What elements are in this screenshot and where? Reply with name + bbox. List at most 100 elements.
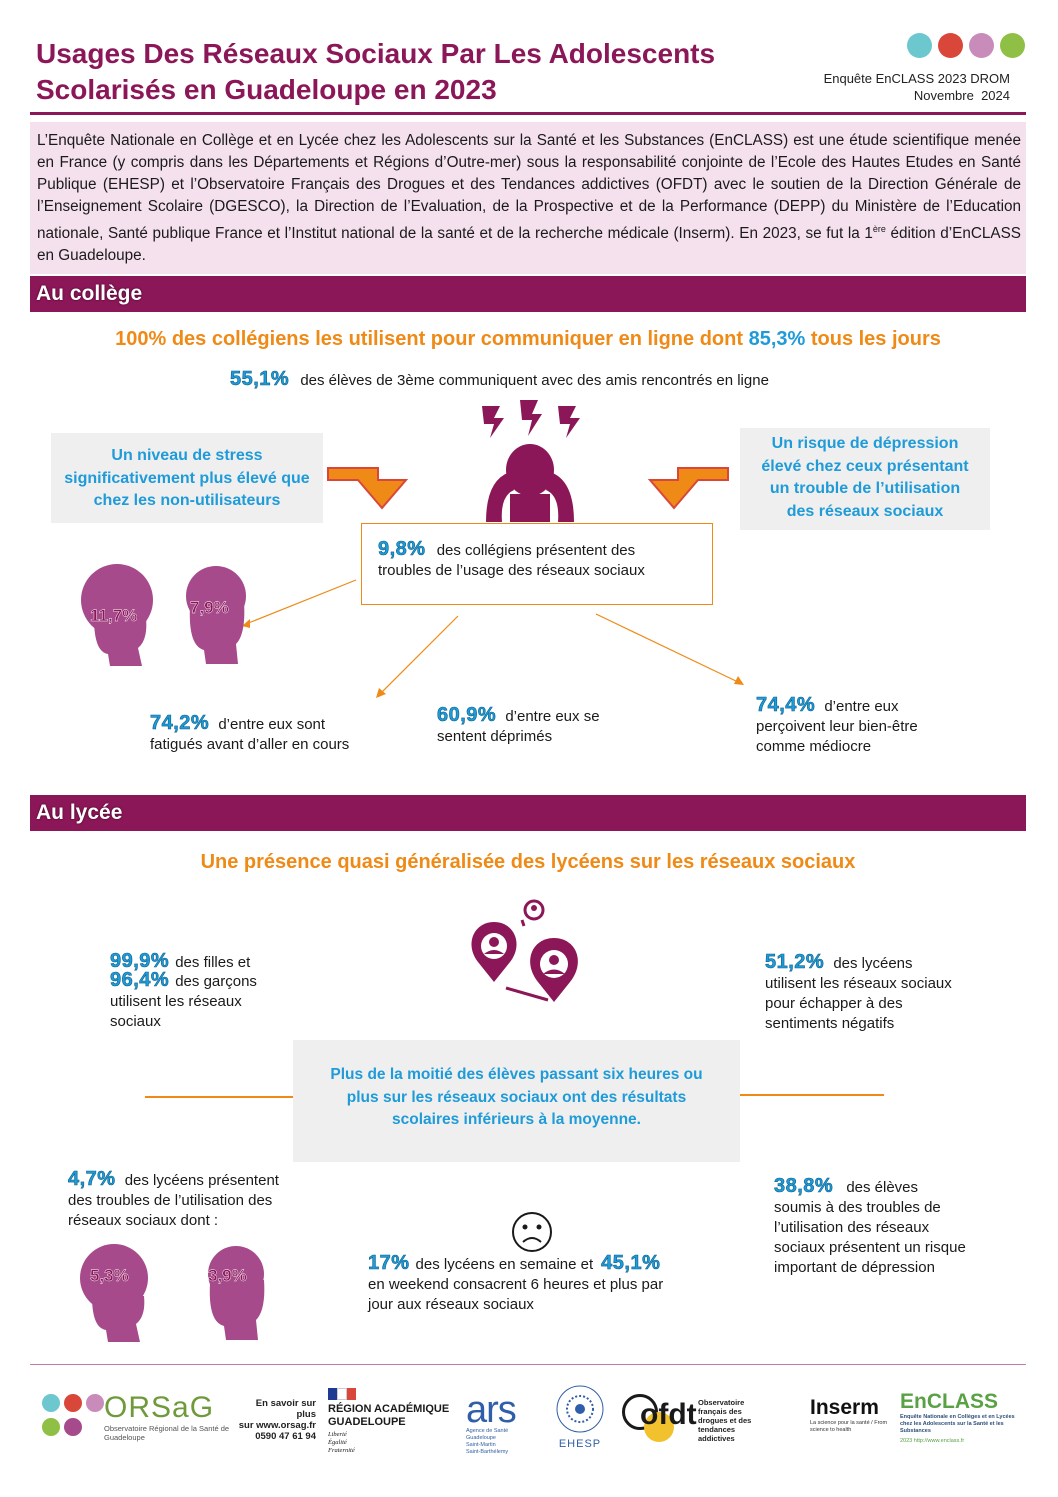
ehesp-name: EHESP xyxy=(558,1438,602,1450)
week-pct: 17% xyxy=(368,1252,410,1275)
risk-text-d: sociaux présentent un risque xyxy=(774,1239,966,1256)
boys-use-pct: 96,4% xyxy=(110,969,170,992)
depressed-text-b: sentent déprimés xyxy=(437,728,553,745)
risk-text-e: important de dépression xyxy=(774,1259,935,1276)
college-girls-pct: 11,7% xyxy=(90,606,138,625)
arrow-left-down-icon xyxy=(647,467,729,510)
trouble-text-a: des collégiens présentent des xyxy=(436,542,636,559)
region-name-b: GUADELOUPE xyxy=(328,1416,406,1428)
wellbeing-pct: 74,4% xyxy=(756,694,816,717)
publication-date: Novembre 2024 xyxy=(913,88,1010,103)
inserm-subtitle: La science pour la santé / From science … xyxy=(810,1420,888,1433)
trouble-box: 9,8% des collégiens présentent des troub… xyxy=(361,523,713,605)
footer-divider xyxy=(30,1364,1026,1365)
ehesp-logo: EHESP xyxy=(550,1384,610,1450)
lycee-boys-pct: 3,9% xyxy=(208,1266,247,1285)
section-bar-lycee: Au lycée xyxy=(30,795,1026,831)
decorative-dots xyxy=(907,33,1025,58)
survey-name: Enquête EnCLASS 2023 DROM xyxy=(823,71,1010,86)
section-bar-college: Au collège xyxy=(30,276,1026,312)
girl-head-icon xyxy=(81,564,153,666)
lycee-headline: Une présence quasi généralisée des lycée… xyxy=(200,851,856,873)
depression-box: Un risque de dépression élevé chez ceux … xyxy=(740,428,990,530)
intro-text-end: édition d’EnCLASS en Guadeloupe. xyxy=(37,225,1021,265)
tired-text-a: d’entre eux sont xyxy=(218,716,326,733)
intro-box: L’Enquête Nationale en Collège et en Lyc… xyxy=(30,122,1026,274)
escape-text-a: des lycéens xyxy=(833,955,913,972)
ofdt-name: ofdt xyxy=(640,1398,697,1431)
escape-text-c: pour échapper à des xyxy=(765,995,903,1012)
depressed-pct: 60,9% xyxy=(437,704,497,727)
use-text-a: utilisent les réseaux xyxy=(110,993,242,1010)
risk-text-c: l’utilisation des réseaux xyxy=(774,1219,930,1236)
stat-tired: 74,2% d’entre eux sont fatigués avant d’… xyxy=(150,712,350,755)
ofdt-subtitle: Observatoire français des drogues et des… xyxy=(698,1398,752,1443)
girls-use-text: des filles et xyxy=(175,954,251,971)
connector-lines xyxy=(242,579,744,698)
stress-box: Un niveau de stress significativement pl… xyxy=(51,433,323,523)
french-flag-icon xyxy=(328,1388,357,1400)
intro-superscript: ère xyxy=(872,224,886,234)
intro-text: L’Enquête Nationale en Collège et en Lyc… xyxy=(37,132,1021,243)
social-network-pins-icon xyxy=(471,899,578,1002)
college-headline-pct: 85,3% xyxy=(748,328,806,350)
enclass-logo: EnCLASS Enquête Nationale en Collèges et… xyxy=(900,1390,1028,1445)
risk-pct: 38,8% xyxy=(774,1175,834,1198)
ehesp-emblem-icon xyxy=(556,1385,604,1433)
motto-fraternite: Fraternité xyxy=(328,1447,355,1454)
stat-depression-risk: 38,8% des élèves soumis à des troubles d… xyxy=(774,1175,966,1278)
inserm-logo: Inserm La science pour la santé / From s… xyxy=(810,1396,900,1434)
more-info-b[interactable]: sur www.orsag.fr xyxy=(238,1420,316,1431)
stat-wellbeing: 74,4% d’entre eux perçoivent leur bien-ê… xyxy=(756,694,918,757)
boys-use-text: des garçons xyxy=(175,973,257,990)
ofdt-logo: ofdt Observatoire français des drogues e… xyxy=(620,1390,760,1446)
use-text-b: sociaux xyxy=(110,1013,161,1030)
trouble-pct: 9,8% xyxy=(378,538,426,561)
tired-pct: 74,2% xyxy=(150,712,210,735)
enclass-year: 2023 http://www.enclass.fr xyxy=(900,1438,965,1444)
stat-escape: 51,2% des lycéens utilisent les réseaux … xyxy=(765,951,952,1034)
college-headline-b: tous les jours xyxy=(805,328,941,350)
girl-head-icon xyxy=(80,1244,148,1342)
region-academique-logo: RÉGION ACADÉMIQUE GUADELOUPE Liberté Éga… xyxy=(328,1388,458,1455)
college-boys-pct: 7,9% xyxy=(190,598,229,617)
lycee-trouble-text-b: des troubles de l’utilisation des xyxy=(68,1192,273,1209)
escape-text-d: sentiments négatifs xyxy=(765,1015,895,1032)
boy-head-icon xyxy=(208,1246,265,1340)
region-name-a: RÉGION ACADÉMIQUE xyxy=(328,1403,450,1415)
risk-text-a: des élèves xyxy=(846,1179,919,1196)
orsag-contact: En savoir sur plus sur www.orsag.fr 0590… xyxy=(236,1398,316,1442)
weekend-text-a: en weekend consacrent 6 heures et plus p… xyxy=(368,1276,664,1293)
stat-screen-time: 17% des lycéens en semaine et 45,1% en wee… xyxy=(368,1252,663,1315)
ars-logo: ars Agence de Santé Guadeloupe Saint-Mar… xyxy=(466,1389,542,1456)
header-divider xyxy=(30,112,1026,115)
ars-name: ars xyxy=(466,1389,517,1431)
lycee-trouble-pct: 4,7% xyxy=(68,1168,116,1191)
stat-online-friends: 55,1% des élèves de 3ème communiquent av… xyxy=(230,368,769,391)
dot-green xyxy=(1000,33,1025,58)
weekend-text-b: jour aux réseaux sociaux xyxy=(368,1296,534,1313)
college-headline: 100% des collégiens les utilisent pour c… xyxy=(30,328,1026,351)
survey-info: Enquête EnCLASS 2023 DROM Novembre 2024 xyxy=(800,70,1010,104)
stat-lycee-trouble: 4,7% des lycéens présentent des troubles… xyxy=(68,1168,279,1231)
motto-liberte: Liberté xyxy=(328,1431,347,1438)
results-box-text: Plus de la moitié des élèves passant six… xyxy=(330,1066,703,1128)
left-orange-line xyxy=(145,1096,293,1098)
wellbeing-text-a: d’entre eux xyxy=(824,698,899,715)
stat-online-text: des élèves de 3ème communiquent avec des… xyxy=(300,372,769,389)
inserm-name: Inserm xyxy=(810,1396,879,1419)
boy-head-icon xyxy=(186,566,246,664)
ars-subtitle: Agence de Santé Guadeloupe Saint-Martin … xyxy=(466,1428,509,1455)
right-orange-line xyxy=(740,1094,884,1096)
dot-teal xyxy=(907,33,932,58)
orsag-logo: ORSaG Observatoire Régional de la Santé … xyxy=(104,1391,234,1443)
stat-use-gender: 99,9% des filles et 96,4% des garçons util… xyxy=(110,950,257,1032)
escape-text-b: utilisent les réseaux sociaux xyxy=(765,975,952,992)
tired-text-b: fatigués avant d’aller en cours xyxy=(150,736,350,753)
wellbeing-text-b: perçoivent leur bien-être xyxy=(756,718,918,735)
lycee-trouble-text-c: réseaux sociaux dont : xyxy=(68,1212,219,1229)
orsag-name: ORSaG xyxy=(104,1391,215,1424)
dot-pink xyxy=(969,33,994,58)
more-info-a: En savoir sur plus xyxy=(255,1398,316,1420)
title-line-1: Usages Des Réseaux Sociaux Par Les Adole… xyxy=(36,38,716,69)
